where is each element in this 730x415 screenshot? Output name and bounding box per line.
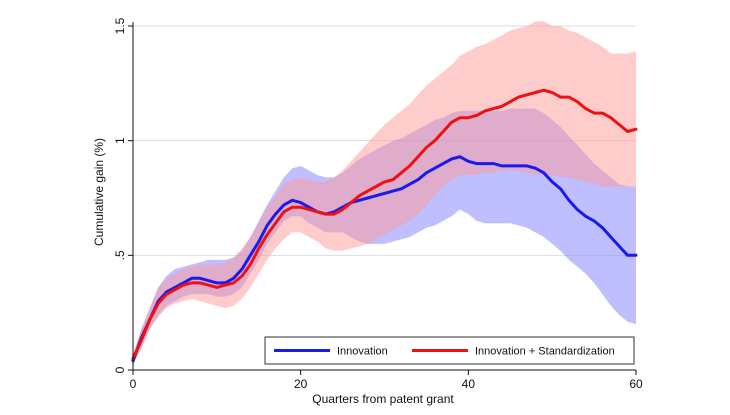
- series-lines: [131, 88, 638, 363]
- legend: Innovation Innovation + Standardization: [264, 336, 635, 365]
- axes: 0 .5 1 1.5 0 20 40 60: [113, 17, 643, 391]
- x-tick-label-0: 0: [130, 377, 137, 391]
- legend-label-innovation: Innovation: [337, 346, 388, 358]
- y-tick-label-3: 1.5: [113, 17, 127, 34]
- y-tick-label-2: 1: [113, 137, 127, 144]
- series-line-innovation: [131, 155, 638, 363]
- legend-label-innovation-standardization: Innovation + Standardization: [475, 346, 615, 358]
- x-tick-label-2: 40: [462, 377, 476, 391]
- x-tick-label-1: 20: [294, 377, 308, 391]
- x-tick-label-3: 60: [629, 377, 643, 391]
- y-tick-label-0: 0: [113, 366, 127, 373]
- y-axis-title: Cumulative gain (%): [92, 138, 106, 246]
- series-line-innovation-standardization: [131, 88, 638, 360]
- confidence-band-innovation: [133, 108, 636, 366]
- y-tick-label-1: .5: [113, 250, 127, 260]
- x-axis-title: Quarters from patent grant: [312, 392, 454, 406]
